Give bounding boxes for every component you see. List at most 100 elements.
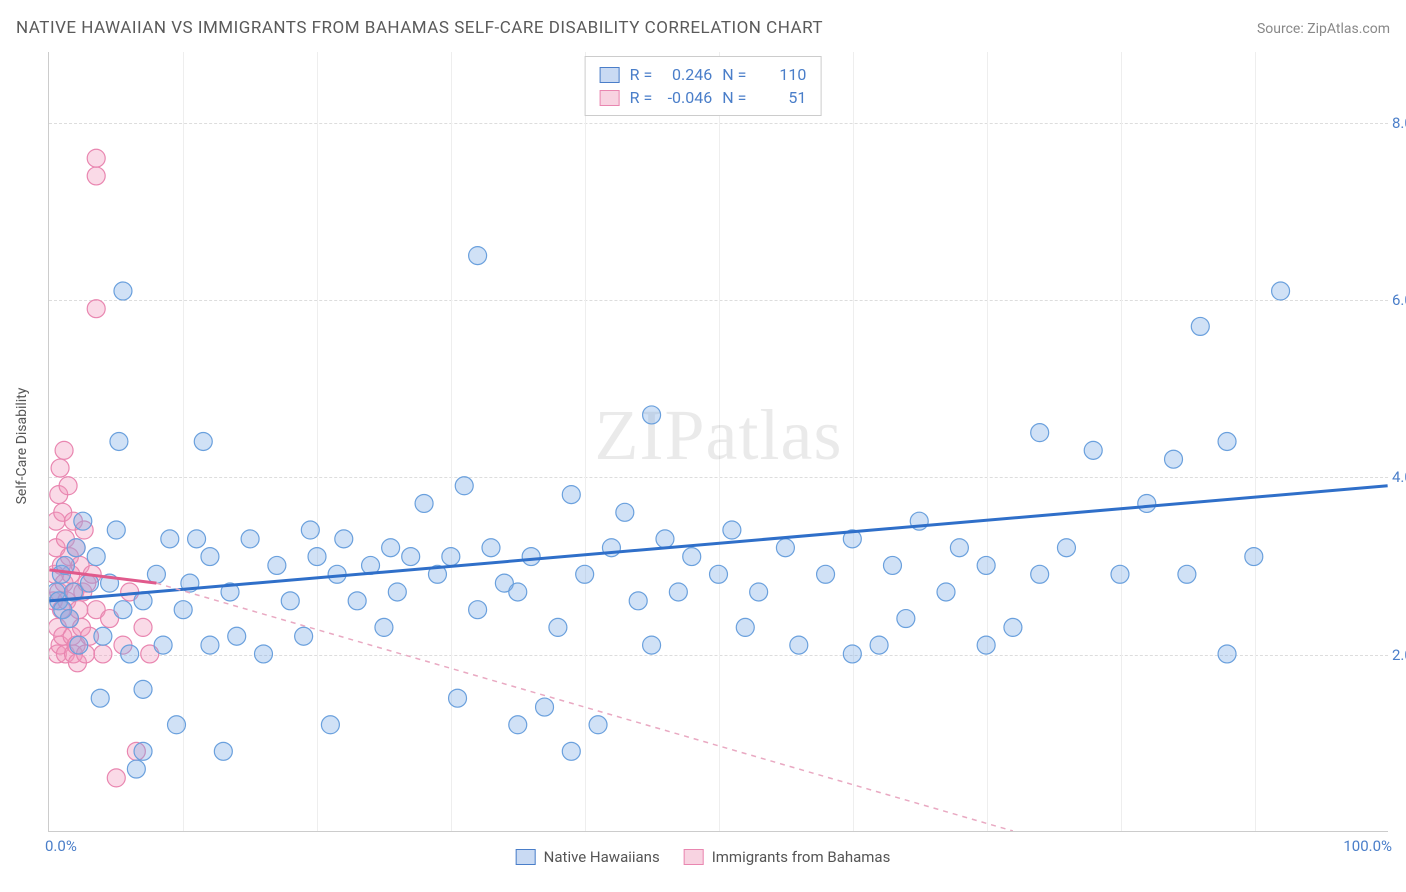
scatter-point: [201, 548, 219, 566]
scatter-point: [254, 645, 272, 663]
scatter-point: [1165, 450, 1183, 468]
scatter-point: [188, 530, 206, 548]
scatter-point: [51, 459, 69, 477]
n-value: 110: [756, 65, 806, 84]
scatter-point: [161, 530, 179, 548]
stats-legend: R = 0.246 N = 110 R = -0.046 N = 51: [585, 56, 822, 116]
scatter-point: [70, 636, 88, 654]
scatter-point: [110, 433, 128, 451]
scatter-point: [1218, 645, 1236, 663]
scatter-point: [643, 406, 661, 424]
chart-title: NATIVE HAWAIIAN VS IMMIGRANTS FROM BAHAM…: [16, 18, 823, 38]
scatter-point: [147, 565, 165, 583]
scatter-point: [134, 742, 152, 760]
scatter-point: [321, 716, 339, 734]
scatter-point: [1191, 317, 1209, 335]
scatter-point: [950, 539, 968, 557]
scatter-point: [937, 583, 955, 601]
y-tick-label: 8.0%: [1392, 114, 1406, 132]
scatter-point: [549, 618, 567, 636]
scatter-point: [1031, 565, 1049, 583]
scatter-point: [482, 539, 500, 557]
scatter-point: [870, 636, 888, 654]
swatch-pink-icon: [684, 849, 704, 865]
y-tick-label: 6.0%: [1392, 291, 1406, 309]
scatter-point: [201, 636, 219, 654]
scatter-point: [134, 680, 152, 698]
scatter-point: [790, 636, 808, 654]
scatter-point: [375, 618, 393, 636]
scatter-point: [107, 769, 125, 787]
scatter-point: [683, 548, 701, 566]
source-name: ZipAtlas.com: [1307, 21, 1390, 37]
scatter-point: [67, 539, 85, 557]
plot-area: ZIPatlas 0.0% 100.0% 2.0%4.0%6.0%8.0%: [48, 52, 1388, 832]
scatter-point: [87, 149, 105, 167]
scatter-point: [241, 530, 259, 548]
scatter-point: [1272, 282, 1290, 300]
scatter-point: [1004, 618, 1022, 636]
legend-item-blue: Native Hawaiians: [516, 848, 660, 866]
scatter-point: [107, 521, 125, 539]
scatter-point: [134, 618, 152, 636]
scatter-point: [382, 539, 400, 557]
scatter-point: [127, 760, 145, 778]
scatter-point: [1057, 539, 1075, 557]
scatter-point: [60, 610, 78, 628]
scatter-point: [977, 636, 995, 654]
scatter-point: [94, 645, 112, 663]
scatter-point: [1111, 565, 1129, 583]
scatter-point: [1178, 565, 1196, 583]
scatter-point: [114, 282, 132, 300]
scatter-point: [897, 610, 915, 628]
scatter-point: [442, 548, 460, 566]
scatter-point: [348, 592, 366, 610]
scatter-point: [509, 716, 527, 734]
scatter-point: [1084, 441, 1102, 459]
scatter-point: [87, 300, 105, 318]
scatter-point: [1031, 424, 1049, 442]
scatter-point: [402, 548, 420, 566]
n-value: 51: [756, 88, 806, 107]
scatter-point: [736, 618, 754, 636]
scatter-point: [656, 530, 674, 548]
scatter-point: [710, 565, 728, 583]
scatter-point: [388, 583, 406, 601]
scatter-point: [281, 592, 299, 610]
scatter-point: [154, 636, 172, 654]
scatter-point: [669, 583, 687, 601]
scatter-point: [1245, 548, 1263, 566]
scatter-point: [723, 521, 741, 539]
stats-row-blue: R = 0.246 N = 110: [600, 63, 807, 86]
legend-label: Immigrants from Bahamas: [712, 848, 891, 866]
source-attribution: Source: ZipAtlas.com: [1257, 21, 1390, 37]
scatter-point: [776, 539, 794, 557]
scatter-point: [335, 530, 353, 548]
scatter-point: [750, 583, 768, 601]
scatter-point: [643, 636, 661, 654]
scatter-point: [522, 548, 540, 566]
legend-item-pink: Immigrants from Bahamas: [684, 848, 891, 866]
x-tick-start: 0.0%: [45, 837, 77, 855]
scatter-point: [59, 477, 77, 495]
scatter-point: [469, 247, 487, 265]
scatter-point: [629, 592, 647, 610]
swatch-blue-icon: [600, 67, 620, 83]
scatter-point: [977, 556, 995, 574]
scatter-point: [268, 556, 286, 574]
stats-row-pink: R = -0.046 N = 51: [600, 86, 807, 109]
scatter-point: [174, 601, 192, 619]
scatter-point: [616, 503, 634, 521]
scatter-point: [589, 716, 607, 734]
scatter-point: [455, 477, 473, 495]
swatch-pink-icon: [600, 90, 620, 106]
scatter-point: [536, 698, 554, 716]
chart-svg: [49, 52, 1388, 831]
scatter-point: [91, 689, 109, 707]
scatter-point: [295, 627, 313, 645]
scatter-point: [94, 627, 112, 645]
scatter-point: [87, 548, 105, 566]
chart-container: NATIVE HAWAIIAN VS IMMIGRANTS FROM BAHAM…: [0, 0, 1406, 892]
source-label: Source:: [1257, 21, 1304, 37]
scatter-point: [55, 441, 73, 459]
